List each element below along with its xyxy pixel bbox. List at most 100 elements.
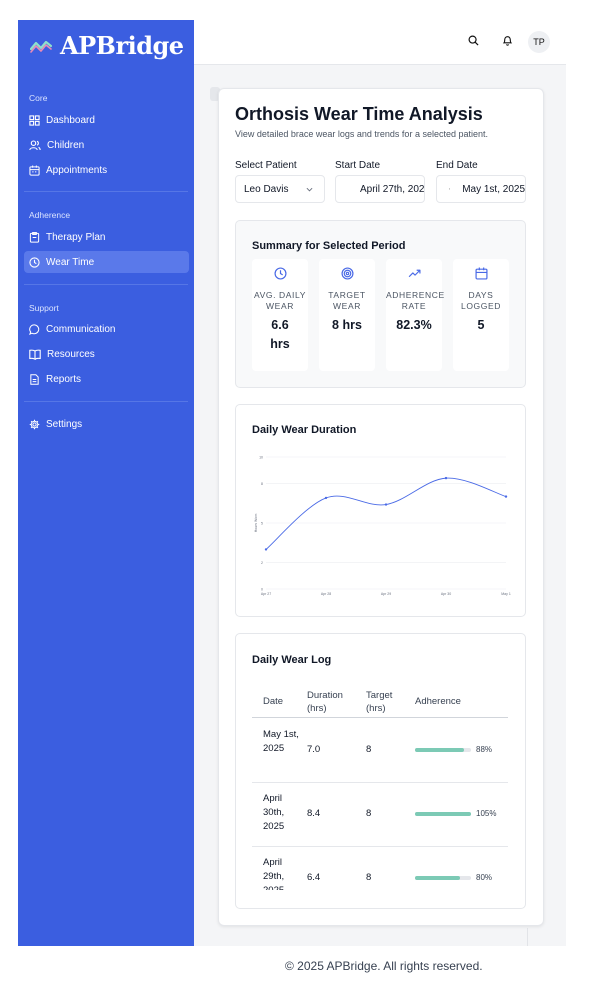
end-date-label: End Date — [436, 160, 478, 171]
x-tick-label: May 1 — [501, 592, 511, 596]
col-header-duration: Duration (hrs) — [307, 690, 343, 714]
calendar-icon — [29, 164, 40, 176]
sidebar-item-communication[interactable]: Communication — [24, 318, 189, 340]
section-title-adherence: Adherence — [29, 210, 71, 220]
y-tick-label: 0 — [261, 588, 263, 592]
x-tick-label: Apr 29 — [381, 592, 391, 596]
sidebar-item-settings[interactable]: Settings — [24, 413, 189, 435]
bell-icon[interactable] — [502, 35, 513, 46]
y-axis-label: Hours Worn — [254, 514, 258, 533]
patient-select[interactable]: Leo Davis — [235, 175, 325, 203]
x-tick-label: Apr 30 — [441, 592, 451, 596]
scroll-edge — [527, 928, 528, 946]
sidebar-item-resources[interactable]: Resources — [24, 343, 189, 365]
series-line — [265, 477, 507, 550]
start-date-value: April 27th, 2025 — [360, 183, 425, 195]
start-date-picker[interactable]: April 27th, 2025 — [335, 175, 425, 203]
stat-days-logged: DAYS LOGGED 5 — [453, 259, 509, 371]
stat-label: TARGET WEAR — [328, 290, 366, 311]
adherence-bar — [415, 812, 471, 816]
wear-time-card: Orthosis Wear Time Analysis View detaile… — [218, 88, 544, 926]
brand-logo[interactable]: APBridge — [30, 31, 184, 60]
row-adherence-pct: 88% — [476, 745, 493, 754]
table-row[interactable]: April 30th, 2025 8.4 8 105% — [252, 783, 508, 847]
sidebar-item-label: Communication — [46, 323, 116, 335]
sidebar-item-reports[interactable]: Reports — [24, 368, 189, 390]
users-icon — [29, 139, 41, 150]
table-row[interactable]: May 1st, 2025 7.0 8 88% — [252, 718, 508, 783]
stat-avg-daily-wear: AVG. DAILY WEAR 6.6 hrs — [252, 259, 308, 371]
sidebar-item-wear-time[interactable]: Wear Time — [24, 251, 189, 273]
row-adherence-pct: 80% — [476, 873, 493, 882]
data-point — [384, 503, 388, 506]
sidebar-item-children[interactable]: Children — [24, 134, 189, 156]
end-date-picker[interactable]: May 1st, 2025 — [436, 175, 526, 203]
row-date: April 30th, 2025 — [263, 793, 285, 832]
sidebar-item-label: Resources — [47, 348, 95, 360]
sidebar-item-label: Settings — [46, 418, 83, 430]
end-date-value: May 1st, 2025 — [462, 183, 525, 195]
sidebar-item-label: Children — [47, 139, 85, 151]
wear-log-panel: Daily Wear Log Date Duration (hrs) Targe… — [235, 633, 526, 909]
footer-copyright: © 2025 APBridge. All rights reserved. — [285, 959, 483, 973]
adherence-bar — [415, 876, 471, 880]
page-subtitle: View detailed brace wear logs and trends… — [235, 129, 488, 139]
sidebar-divider — [24, 284, 188, 285]
stat-value: 82.3% — [396, 318, 432, 332]
sidebar-item-label: Appointments — [46, 164, 108, 176]
user-avatar[interactable]: TP — [528, 31, 550, 53]
sidebar-item-dashboard[interactable]: Dashboard — [24, 109, 189, 131]
calendar-icon — [474, 267, 488, 280]
patient-select-value: Leo Davis — [244, 183, 289, 195]
table-header-divider — [252, 717, 508, 718]
book-icon — [29, 349, 41, 360]
report-icon — [30, 373, 39, 385]
section-title-core: Core — [29, 93, 48, 103]
target-icon — [340, 267, 354, 280]
row-duration: 8.4 — [307, 808, 321, 819]
y-tick-label: 2 — [261, 561, 263, 565]
brand-name: APBridge — [60, 31, 184, 60]
y-tick-label: 8 — [261, 482, 263, 486]
data-point — [324, 496, 328, 500]
data-point — [444, 476, 448, 480]
stat-adherence-rate: ADHERENCE RATE 82.3% — [386, 259, 444, 371]
adherence-bar — [415, 748, 471, 752]
row-target: 8 — [366, 744, 372, 755]
row-target: 8 — [366, 872, 372, 883]
stat-value: 8 hrs — [332, 318, 362, 332]
calendar-icon — [449, 188, 451, 190]
dashboard-icon — [29, 114, 40, 126]
clock-icon — [273, 267, 287, 280]
wear-log-title: Daily Wear Log — [252, 654, 332, 666]
stat-label: AVG. DAILY WEAR — [254, 290, 306, 311]
row-date: May 1st, 2025 — [263, 729, 299, 754]
stat-label: DAYS LOGGED — [461, 290, 501, 311]
chat-icon — [29, 323, 40, 335]
stat-target-wear: TARGET WEAR 8 hrs — [319, 259, 375, 371]
stat-value: 5 — [477, 318, 485, 332]
sidebar-item-appointments[interactable]: Appointments — [24, 159, 189, 181]
gear-icon — [29, 419, 40, 429]
clipboard-icon — [29, 231, 40, 243]
stat-value: 6.6 hrs — [270, 318, 290, 351]
row-duration: 6.4 — [307, 872, 321, 883]
trend-up-icon — [408, 269, 421, 278]
search-icon[interactable] — [468, 35, 479, 46]
sidebar-item-label: Wear Time — [46, 256, 95, 268]
start-date-label: Start Date — [335, 160, 381, 171]
section-title-support: Support — [29, 303, 59, 313]
row-date: April 29th, 2025 — [263, 857, 285, 890]
table-row[interactable]: April 29th, 2025 6.4 8 80% — [252, 847, 508, 890]
row-target: 8 — [366, 808, 372, 819]
row-adherence-pct: 105% — [476, 809, 497, 818]
top-bar: TP — [194, 20, 566, 65]
y-tick-label: 5 — [261, 522, 263, 526]
col-header-date: Date — [263, 696, 284, 707]
data-point — [504, 495, 508, 498]
x-tick-label: Apr 28 — [321, 592, 331, 596]
sidebar-item-therapy-plan[interactable]: Therapy Plan — [24, 226, 189, 248]
y-tick-label: 10 — [259, 456, 263, 460]
patient-label: Select Patient — [235, 160, 297, 171]
adherence-bar-fill — [415, 748, 465, 752]
